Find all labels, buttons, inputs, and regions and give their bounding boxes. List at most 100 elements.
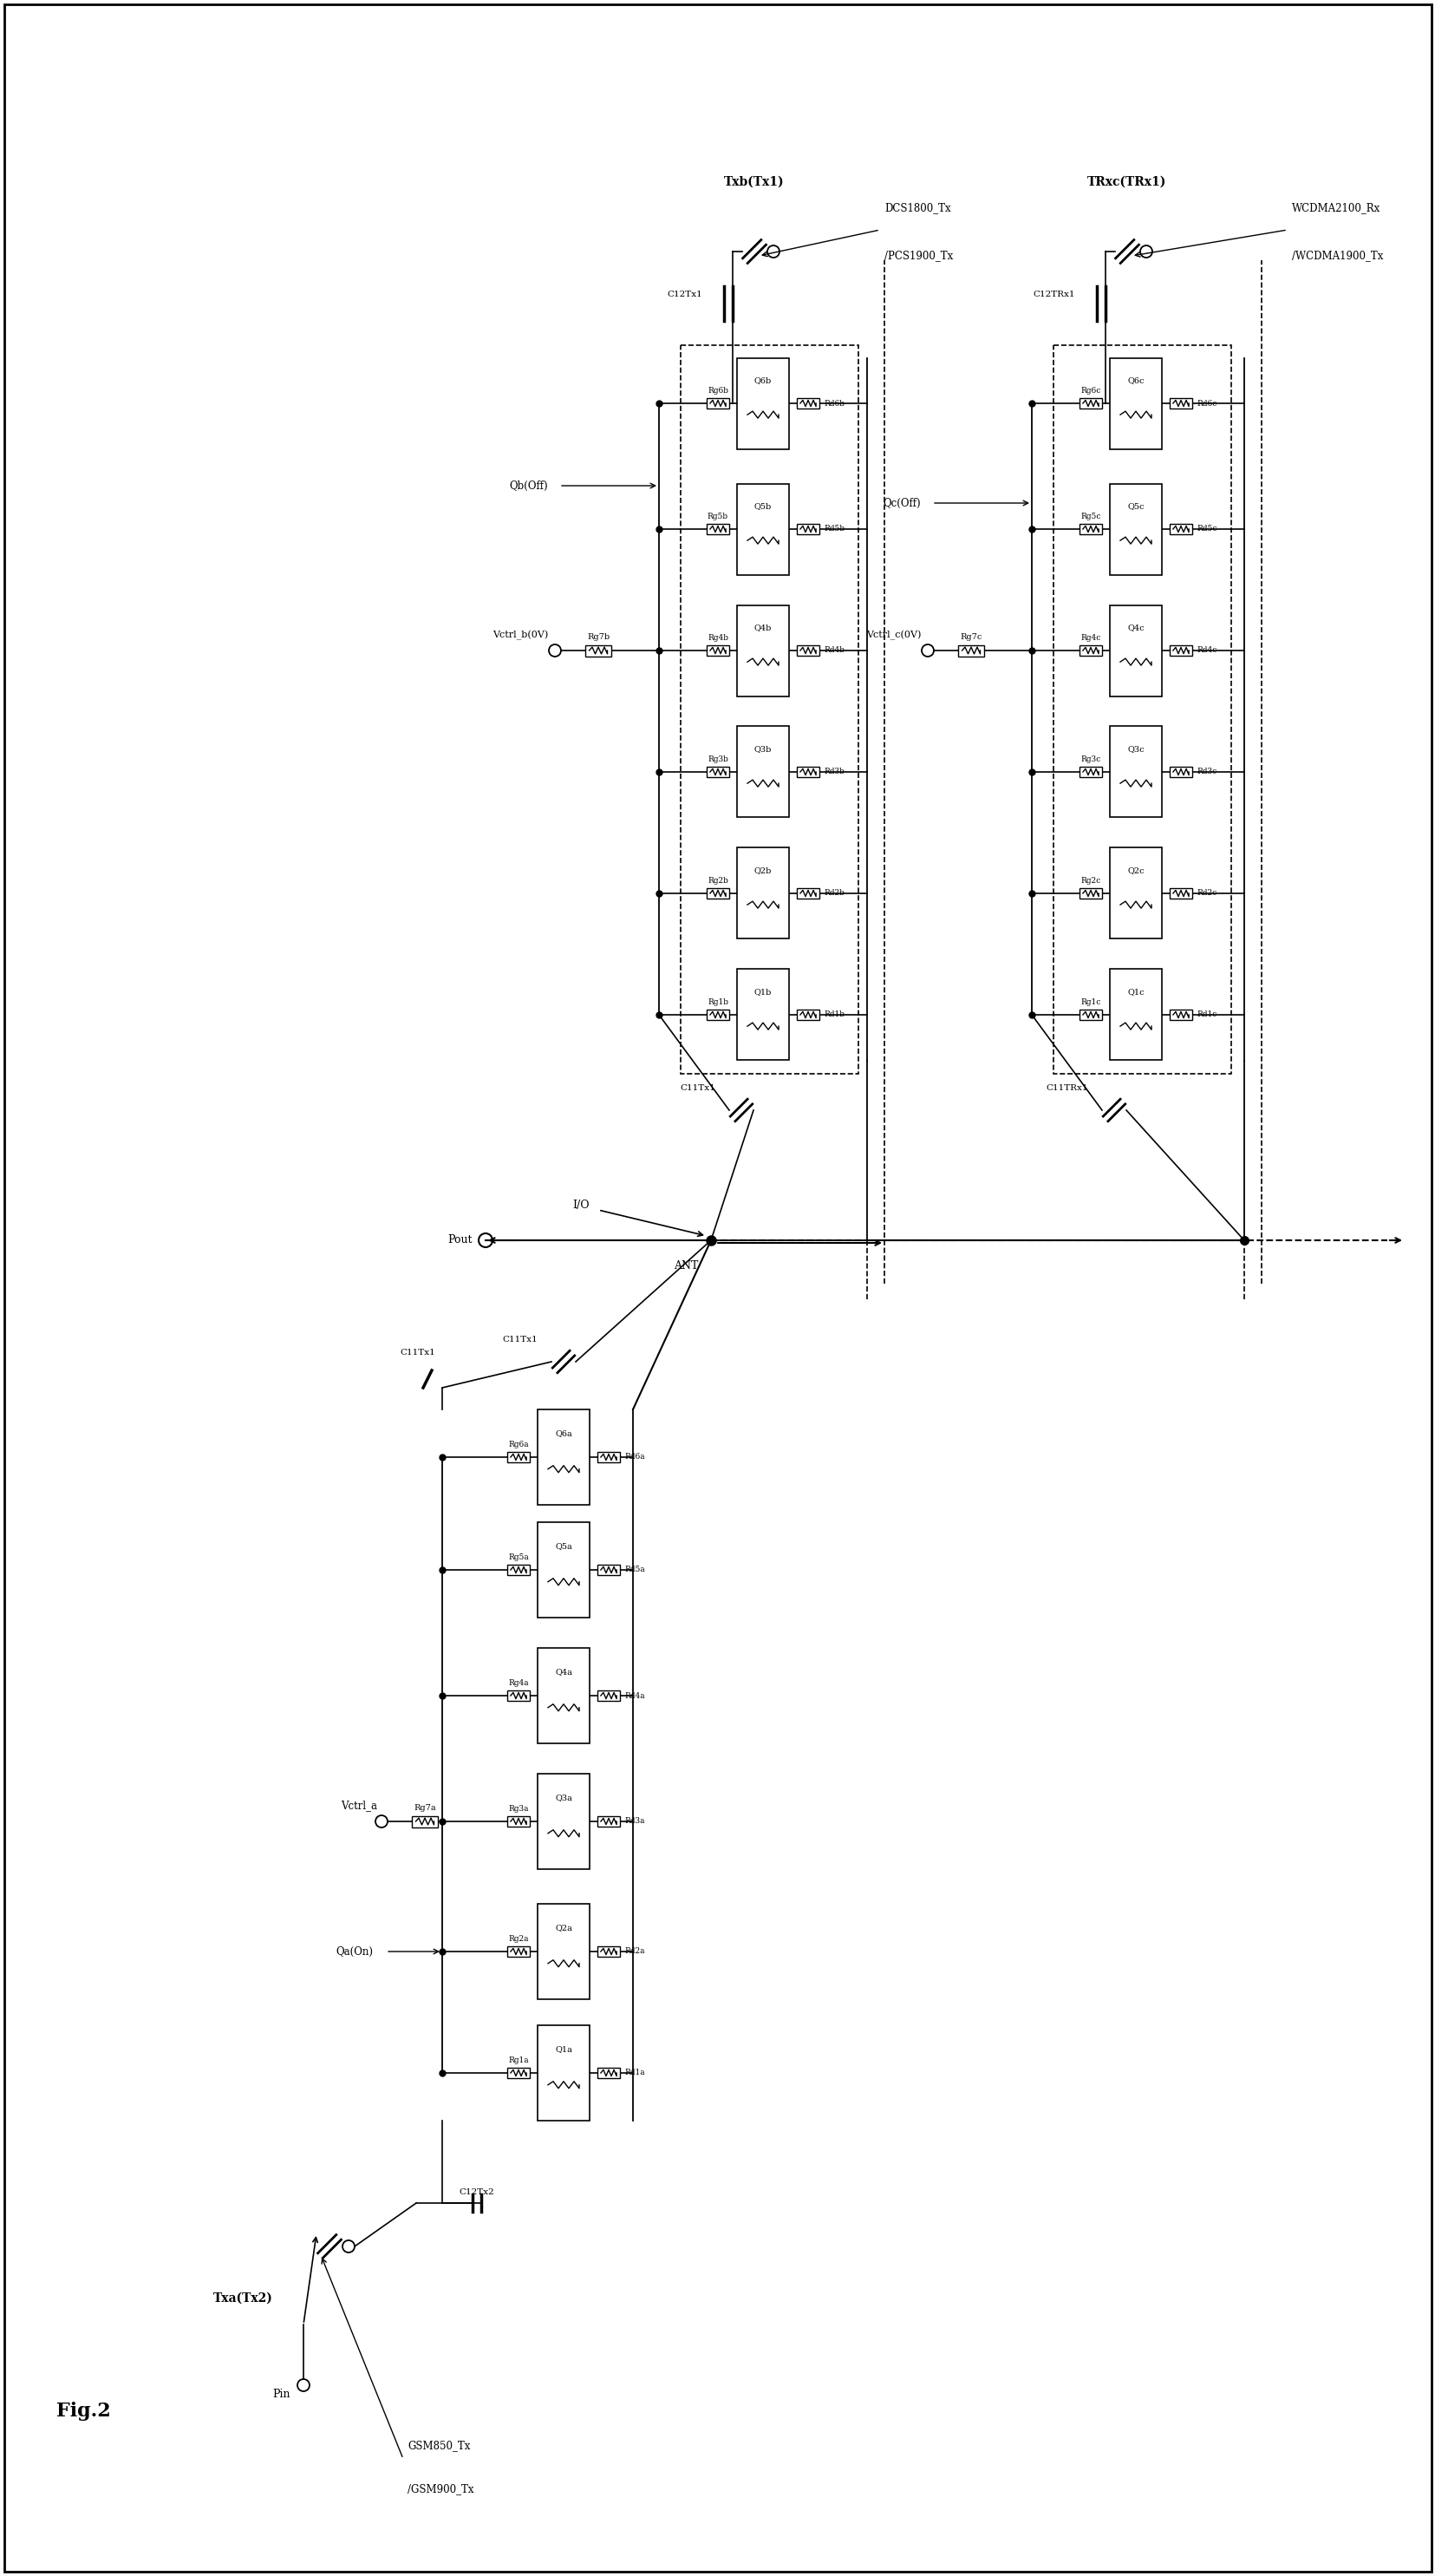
Bar: [597, 1564, 620, 1574]
Text: Q5a: Q5a: [555, 1543, 571, 1551]
Bar: [796, 889, 819, 899]
Bar: [507, 1816, 530, 1826]
Bar: [736, 484, 789, 574]
Bar: [597, 1947, 620, 1958]
Text: Rd6a: Rd6a: [624, 1453, 644, 1461]
Bar: [537, 1904, 590, 1999]
Bar: [507, 1690, 530, 1700]
Bar: [1079, 768, 1102, 778]
Text: Rd4b: Rd4b: [824, 647, 844, 654]
Text: Rd2c: Rd2c: [1195, 889, 1215, 896]
Text: Rg3a: Rg3a: [508, 1806, 528, 1814]
Bar: [585, 644, 611, 657]
Text: Rg2a: Rg2a: [508, 1935, 528, 1942]
Text: Rd6b: Rd6b: [824, 399, 844, 407]
Text: Rg5b: Rg5b: [707, 513, 728, 520]
Bar: [1170, 399, 1191, 410]
Text: Q6c: Q6c: [1126, 376, 1144, 384]
Text: Qb(Off): Qb(Off): [509, 479, 548, 492]
Text: /GSM900_Tx: /GSM900_Tx: [408, 2483, 474, 2496]
Text: C12Tx1: C12Tx1: [667, 291, 702, 299]
Bar: [1079, 399, 1102, 410]
Text: Q2c: Q2c: [1126, 866, 1144, 873]
Bar: [736, 969, 789, 1061]
Bar: [537, 1409, 590, 1504]
Text: Rd1a: Rd1a: [624, 2069, 644, 2076]
Text: Rd3b: Rd3b: [824, 768, 844, 775]
Text: Rg4b: Rg4b: [707, 634, 728, 641]
Bar: [1170, 889, 1191, 899]
Text: WCDMA2100_Rx: WCDMA2100_Rx: [1292, 204, 1380, 214]
Bar: [1109, 969, 1161, 1061]
Text: Q4b: Q4b: [753, 623, 772, 631]
Text: Rd1b: Rd1b: [824, 1010, 844, 1018]
Text: Rg6c: Rg6c: [1081, 386, 1101, 394]
Bar: [796, 1010, 819, 1020]
Text: C11Tx1: C11Tx1: [400, 1350, 435, 1358]
Text: Q4c: Q4c: [1126, 623, 1144, 631]
Text: Qa(On): Qa(On): [336, 1945, 373, 1958]
Text: Rd4c: Rd4c: [1195, 647, 1215, 654]
Text: I/O: I/O: [573, 1200, 590, 1211]
Bar: [706, 768, 729, 778]
Bar: [957, 644, 983, 657]
Bar: [537, 1522, 590, 1618]
Bar: [1170, 1010, 1191, 1020]
Bar: [736, 848, 789, 938]
Text: Rg6b: Rg6b: [707, 386, 728, 394]
Text: Rg7c: Rg7c: [960, 634, 982, 641]
Bar: [507, 1947, 530, 1958]
Bar: [507, 1564, 530, 1574]
Text: Rg3c: Rg3c: [1081, 755, 1101, 762]
Text: Rd5b: Rd5b: [824, 526, 844, 533]
Bar: [507, 2069, 530, 2079]
Bar: [507, 1453, 530, 1463]
Text: Vctrl_c(0V): Vctrl_c(0V): [865, 631, 920, 639]
Text: C12Tx2: C12Tx2: [459, 2187, 494, 2197]
Text: Q6b: Q6b: [753, 376, 772, 384]
Text: Rg4c: Rg4c: [1081, 634, 1101, 641]
Text: Rd2b: Rd2b: [824, 889, 844, 896]
Text: /PCS1900_Tx: /PCS1900_Tx: [884, 250, 953, 263]
Text: Rd6c: Rd6c: [1195, 399, 1215, 407]
Text: Qc(Off): Qc(Off): [883, 497, 920, 507]
Text: Rd2a: Rd2a: [624, 1947, 644, 1955]
Text: C11TRx1: C11TRx1: [1046, 1084, 1088, 1092]
Bar: [1170, 647, 1191, 657]
Text: Fig.2: Fig.2: [56, 2401, 110, 2421]
Bar: [706, 647, 729, 657]
Text: Rg1c: Rg1c: [1081, 999, 1101, 1007]
Bar: [1170, 523, 1191, 533]
Text: Rd5c: Rd5c: [1195, 526, 1217, 533]
Text: Rg3b: Rg3b: [707, 755, 728, 762]
Text: Q1a: Q1a: [555, 2045, 573, 2053]
Bar: [1109, 605, 1161, 696]
Bar: [796, 647, 819, 657]
Bar: [1053, 345, 1230, 1074]
Bar: [1079, 889, 1102, 899]
Bar: [537, 1649, 590, 1744]
Text: Q2b: Q2b: [753, 866, 772, 873]
Bar: [796, 399, 819, 410]
Text: /WCDMA1900_Tx: /WCDMA1900_Tx: [1292, 250, 1382, 263]
Text: ANT: ANT: [673, 1260, 697, 1273]
Text: Pin: Pin: [273, 2388, 290, 2398]
Text: Rg6a: Rg6a: [508, 1440, 528, 1448]
Text: Rg4a: Rg4a: [508, 1680, 528, 1687]
Text: Q3a: Q3a: [555, 1793, 573, 1801]
Bar: [1109, 358, 1161, 448]
Bar: [1079, 1010, 1102, 1020]
Text: TRxc(TRx1): TRxc(TRx1): [1086, 175, 1167, 188]
Text: Txb(Tx1): Txb(Tx1): [723, 175, 784, 188]
Bar: [796, 768, 819, 778]
Bar: [706, 1010, 729, 1020]
Text: Q5c: Q5c: [1126, 502, 1144, 510]
Bar: [736, 605, 789, 696]
Text: Rd3c: Rd3c: [1195, 768, 1215, 775]
Bar: [680, 345, 858, 1074]
Bar: [597, 1816, 620, 1826]
Text: Pout: Pout: [448, 1234, 472, 1247]
Text: Rg7a: Rg7a: [413, 1803, 436, 1811]
Text: Rg2b: Rg2b: [707, 876, 728, 884]
Text: Rg2c: Rg2c: [1081, 876, 1101, 884]
